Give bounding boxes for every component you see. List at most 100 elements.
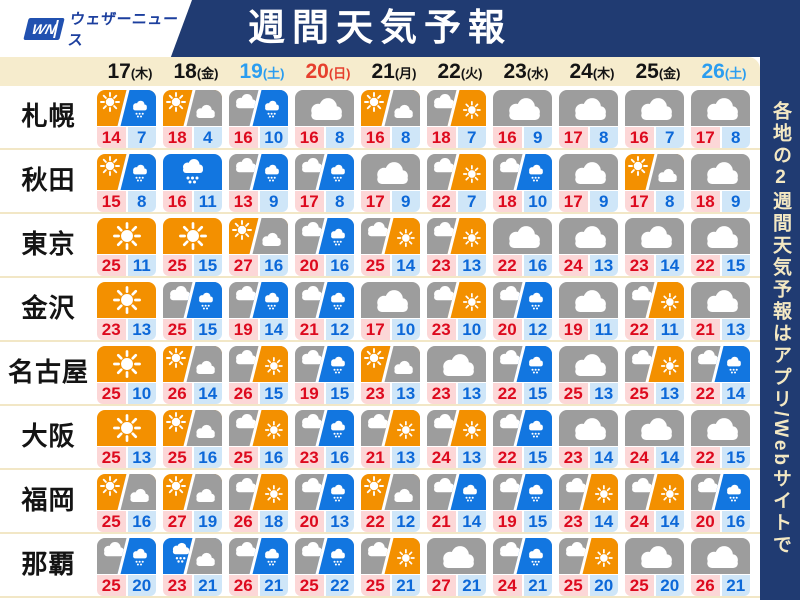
weather-cell: 25 22	[295, 538, 354, 596]
high-temp: 21	[427, 511, 456, 532]
weather-cell: 26 14	[163, 346, 222, 404]
low-temp: 20	[127, 575, 156, 596]
weather-cell: 21 14	[427, 474, 486, 532]
high-temp: 27	[427, 575, 456, 596]
weather-cell: 26 15	[229, 346, 288, 404]
weather-cell: 25 15	[163, 282, 222, 340]
cloud-sun-icon	[427, 282, 486, 318]
weather-cell: 20 16	[295, 218, 354, 276]
cloud-sun-icon	[559, 538, 618, 574]
cloud-sun-icon	[427, 90, 486, 126]
high-temp: 22	[625, 319, 654, 340]
weather-cell: 25 16	[229, 410, 288, 468]
high-temp: 24	[427, 447, 456, 468]
weather-cell: 21 13	[691, 282, 750, 340]
high-temp: 17	[295, 191, 324, 212]
cloud-rain-icon	[295, 538, 354, 574]
cloud-sun-icon	[559, 474, 618, 510]
high-temp: 26	[229, 575, 258, 596]
low-temp: 12	[391, 511, 420, 532]
weather-cell: 17 8	[559, 90, 618, 148]
cloud-rain-icon	[493, 538, 552, 574]
cloud-rain-icon	[295, 346, 354, 382]
date-header-band	[0, 57, 760, 86]
low-temp: 16	[721, 511, 750, 532]
weather-cell: 17 9	[559, 154, 618, 212]
low-temp: 8	[655, 191, 684, 212]
weather-cell: 22 12	[361, 474, 420, 532]
low-temp: 11	[655, 319, 684, 340]
cloud-sun-icon	[361, 410, 420, 446]
high-temp: 16	[625, 127, 654, 148]
weather-cell: 18 7	[427, 90, 486, 148]
weather-cell: 25 15	[163, 218, 222, 276]
low-temp: 10	[457, 319, 486, 340]
cloud-sun-icon	[229, 474, 288, 510]
high-temp: 22	[427, 191, 456, 212]
weather-cell: 17 8	[691, 90, 750, 148]
weather-cell: 25 20	[97, 538, 156, 596]
high-temp: 13	[229, 191, 258, 212]
high-temp: 25	[97, 575, 126, 596]
high-temp: 23	[427, 383, 456, 404]
weather-cell: 22 16	[493, 218, 552, 276]
weather-cell: 22 15	[691, 218, 750, 276]
high-temp: 18	[493, 191, 522, 212]
high-temp: 25	[163, 319, 192, 340]
weather-cell: 25 16	[163, 410, 222, 468]
cloud-icon	[691, 90, 750, 126]
low-temp: 15	[193, 255, 222, 276]
weather-cell: 23 13	[361, 346, 420, 404]
cloud-rain-icon	[691, 474, 750, 510]
city-label: 福岡	[21, 485, 76, 515]
weather-cell: 14 7	[97, 90, 156, 148]
weather-cell: 16 8	[361, 90, 420, 148]
low-temp: 14	[655, 447, 684, 468]
cloud-sun-icon	[427, 410, 486, 446]
sun-cloud-icon	[163, 410, 222, 446]
low-temp: 15	[193, 319, 222, 340]
high-temp: 14	[97, 127, 126, 148]
cloud-rain-icon	[493, 346, 552, 382]
high-temp: 23	[427, 255, 456, 276]
high-temp: 17	[625, 191, 654, 212]
forecast-row: 金沢 23 13 25 15 19 14 21 12 17 10 23 10 20 12 19 11 22 11 21…	[0, 278, 760, 342]
weather-cell: 24 14	[625, 474, 684, 532]
city-label: 那覇	[21, 549, 76, 579]
sun-icon	[97, 282, 156, 318]
high-temp: 25	[559, 383, 588, 404]
high-temp: 17	[361, 319, 390, 340]
low-temp: 13	[457, 383, 486, 404]
high-temp: 22	[493, 383, 522, 404]
high-temp: 24	[493, 575, 522, 596]
high-temp: 27	[229, 255, 258, 276]
low-temp: 16	[325, 447, 354, 468]
weather-cell: 24 21	[493, 538, 552, 596]
sun-icon	[163, 218, 222, 254]
high-temp: 24	[625, 511, 654, 532]
date-cell: 24(木)	[569, 60, 615, 83]
low-temp: 13	[457, 447, 486, 468]
weather-cell: 20 12	[493, 282, 552, 340]
weather-cell: 16 8	[295, 90, 354, 148]
weather-cell: 27 19	[163, 474, 222, 532]
weather-cell: 16 10	[229, 90, 288, 148]
sun-cloud-icon	[163, 346, 222, 382]
low-temp: 12	[325, 319, 354, 340]
rain-cloud-icon	[163, 538, 222, 574]
page-title: 週間天気予報	[248, 7, 512, 48]
cloud-icon	[427, 346, 486, 382]
low-temp: 21	[193, 575, 222, 596]
cloud-sun-icon	[427, 154, 486, 190]
cloud-rain-icon	[691, 346, 750, 382]
low-temp: 10	[259, 127, 288, 148]
sun-rain-icon	[97, 90, 156, 126]
cloud-rain-icon	[295, 218, 354, 254]
high-temp: 22	[493, 255, 522, 276]
high-temp: 18	[427, 127, 456, 148]
high-temp: 23	[559, 447, 588, 468]
low-temp: 16	[259, 255, 288, 276]
low-temp: 13	[391, 447, 420, 468]
weather-cell: 25 14	[361, 218, 420, 276]
cloud-icon	[493, 90, 552, 126]
